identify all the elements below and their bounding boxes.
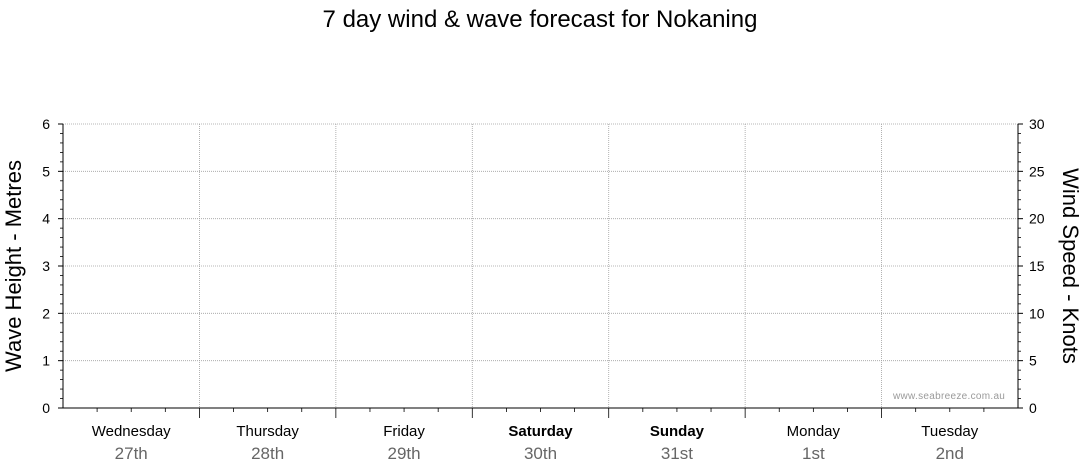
y-right-tick-label: 0 xyxy=(1029,400,1037,416)
day-date-label: 29th xyxy=(388,444,421,463)
y-left-tick-label: 5 xyxy=(42,163,50,179)
day-name-label: Sunday xyxy=(650,423,705,440)
day-date-label: 30th xyxy=(524,444,557,463)
chart-title: 7 day wind & wave forecast for Nokaning xyxy=(322,6,758,33)
y-left-tick-label: 0 xyxy=(42,400,50,416)
day-name-label: Friday xyxy=(383,423,425,440)
day-name-label: Saturday xyxy=(508,423,573,440)
y-left-tick-label: 4 xyxy=(42,211,50,227)
day-date-label: 1st xyxy=(802,444,825,463)
day-name-label: Thursday xyxy=(236,423,299,440)
y-left-tick-label: 2 xyxy=(42,305,50,321)
day-date-label: 27th xyxy=(115,444,148,463)
day-date-label: 28th xyxy=(251,444,284,463)
day-name-label: Wednesday xyxy=(92,423,171,440)
y-left-tick-label: 3 xyxy=(42,258,50,274)
day-date-label: 2nd xyxy=(936,444,964,463)
y-left-tick-label: 1 xyxy=(42,353,50,369)
y-right-tick-label: 25 xyxy=(1029,163,1045,179)
day-name-label: Tuesday xyxy=(921,423,978,440)
y-right-tick-label: 20 xyxy=(1029,211,1045,227)
y-right-tick-label: 15 xyxy=(1029,258,1045,274)
y-left-tick-label: 6 xyxy=(42,116,50,132)
y-right-tick-label: 30 xyxy=(1029,116,1045,132)
watermark: www.seabreeze.com.au xyxy=(893,391,1006,402)
day-date-label: 31st xyxy=(661,444,693,463)
y-right-tick-label: 10 xyxy=(1029,305,1045,321)
y-right-tick-label: 5 xyxy=(1029,353,1037,369)
day-name-label: Monday xyxy=(787,423,841,440)
